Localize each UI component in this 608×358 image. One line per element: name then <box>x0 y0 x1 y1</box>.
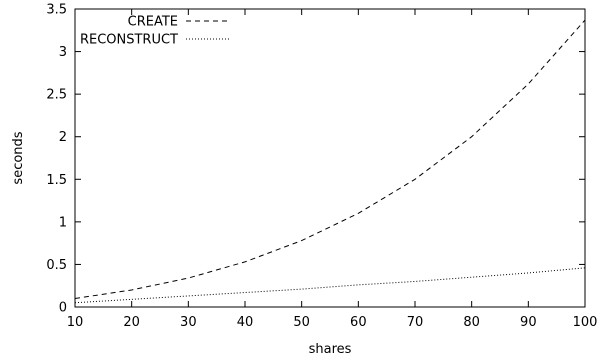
x-tick-label: 30 <box>180 315 197 330</box>
x-tick-label: 20 <box>123 315 140 330</box>
x-tick-label: 40 <box>237 315 254 330</box>
x-tick-label: 50 <box>293 315 310 330</box>
legend-label-reconstruct: RECONSTRUCT <box>80 33 178 48</box>
y-tick-label: 0 <box>59 301 67 316</box>
axis-ticks: 0 0.5 1 1.5 2 2.5 3 3.5 10 20 30 40 50 60 70 80 90 100 <box>46 3 597 331</box>
y-tick-label: 0.5 <box>46 258 67 273</box>
x-tick-label: 60 <box>350 315 367 330</box>
x-tick-label: 100 <box>573 315 598 330</box>
y-tick-label: 1 <box>59 215 67 230</box>
series-line-reconstruct <box>74 267 586 304</box>
y-axis-title: seconds <box>11 131 26 184</box>
y-tick-label: 1.5 <box>46 173 67 188</box>
x-axis-title: shares <box>309 342 352 357</box>
series-line-create <box>74 19 586 299</box>
legend: CREATE RECONSTRUCT <box>80 15 229 48</box>
x-tick-label: 90 <box>520 315 537 330</box>
y-tick-label: 2 <box>59 130 67 145</box>
series-layer <box>74 19 586 304</box>
y-tick-label: 3.5 <box>46 3 67 18</box>
x-tick-label: 70 <box>407 315 424 330</box>
x-tick-label: 80 <box>463 315 480 330</box>
x-tick-label: 10 <box>67 315 84 330</box>
plot-frame <box>74 8 586 308</box>
legend-label-create: CREATE <box>128 15 178 30</box>
y-tick-label: 2.5 <box>46 88 67 103</box>
y-tick-label: 3 <box>59 45 67 60</box>
